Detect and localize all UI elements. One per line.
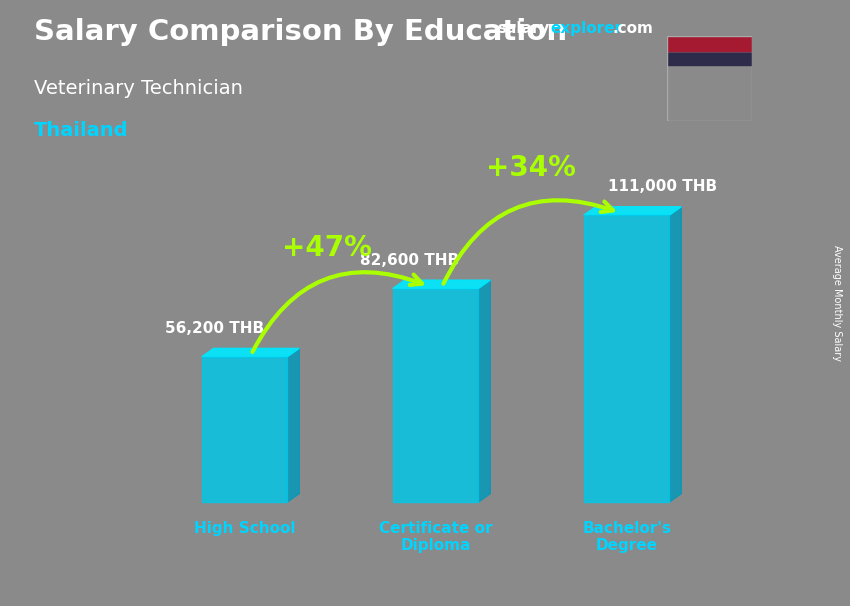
Polygon shape <box>479 280 490 502</box>
Text: Average Monthly Salary: Average Monthly Salary <box>832 245 842 361</box>
Text: 82,600 THB: 82,600 THB <box>360 253 459 267</box>
Polygon shape <box>201 348 299 357</box>
Text: Bachelor's
Degree: Bachelor's Degree <box>582 521 672 553</box>
Polygon shape <box>670 207 682 502</box>
Text: .com: .com <box>612 21 653 36</box>
Text: 111,000 THB: 111,000 THB <box>609 179 717 194</box>
Bar <box>667 36 752 50</box>
Text: explorer: explorer <box>551 21 623 36</box>
Text: Thailand: Thailand <box>34 121 128 140</box>
Text: Certificate or
Diploma: Certificate or Diploma <box>379 521 492 553</box>
Polygon shape <box>287 348 299 502</box>
Text: High School: High School <box>194 521 295 536</box>
Bar <box>393 288 479 502</box>
Bar <box>667 36 752 65</box>
Text: 56,200 THB: 56,200 THB <box>166 321 264 336</box>
Text: +47%: +47% <box>282 234 371 262</box>
Bar <box>667 36 752 50</box>
Text: Veterinary Technician: Veterinary Technician <box>34 79 243 98</box>
Bar <box>584 215 670 502</box>
Text: Salary Comparison By Education: Salary Comparison By Education <box>34 18 567 46</box>
Polygon shape <box>584 207 682 215</box>
Bar <box>201 357 287 502</box>
Bar <box>667 36 752 50</box>
Bar <box>667 36 752 50</box>
Text: salary: salary <box>497 21 550 36</box>
Text: +34%: +34% <box>486 154 576 182</box>
Polygon shape <box>393 280 490 288</box>
